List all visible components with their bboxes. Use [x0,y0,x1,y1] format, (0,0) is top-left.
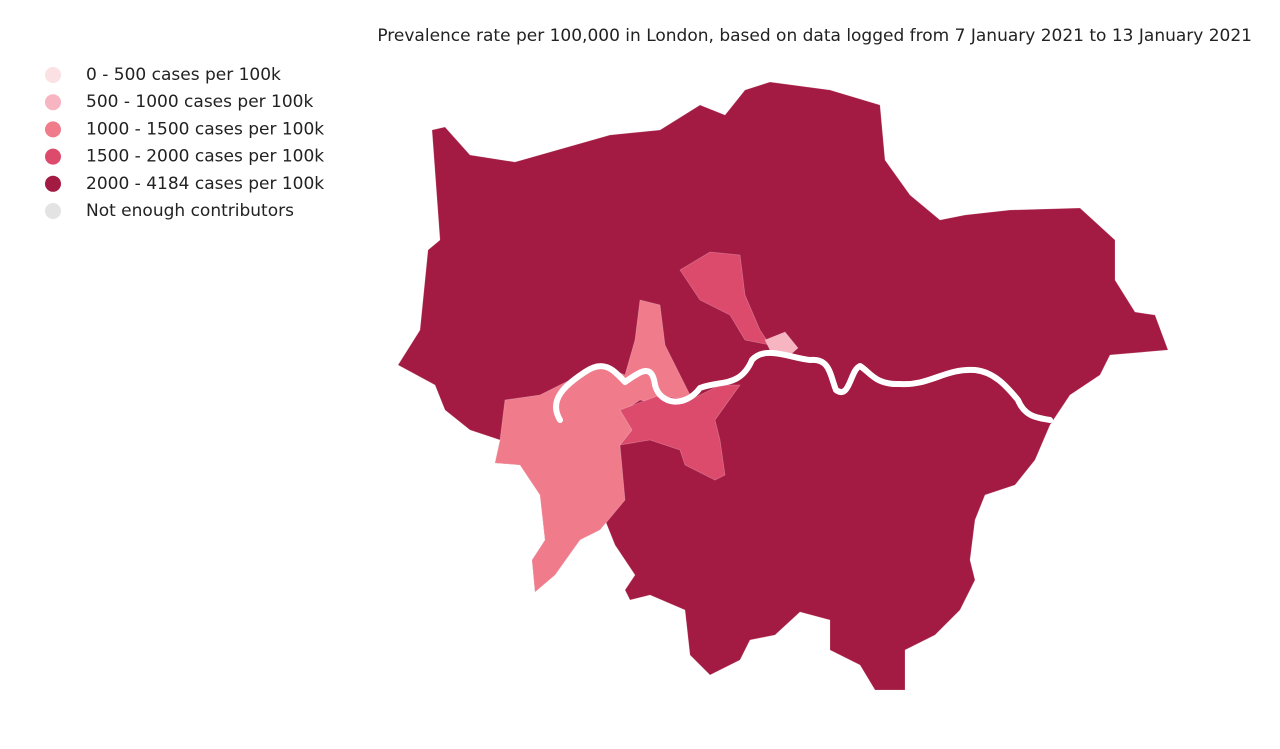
legend-swatch [45,94,61,111]
map-title: Prevalence rate per 100,000 in London, b… [377,26,1252,46]
legend: 0 - 500 cases per 100k 500 - 1000 cases p… [45,65,324,221]
legend-swatch [45,203,61,219]
legend-label: Not enough contributors [86,201,294,221]
legend-label: 1000 - 1500 cases per 100k [86,119,324,139]
borough-area [619,384,741,481]
borough-area [397,81,1169,691]
river-thames [553,349,1053,423]
legend-swatch [45,121,61,138]
borough-area [764,331,799,356]
legend-label: 1500 - 2000 cases per 100k [86,147,324,167]
london-map [397,81,1169,691]
legend-swatch [45,67,61,83]
legend-swatch [45,175,61,192]
legend-label: 0 - 500 cases per 100k [86,65,281,85]
legend-label: 500 - 1000 cases per 100k [86,92,313,112]
borough-area [679,251,771,346]
legend-swatch [45,148,61,165]
legend-label: 2000 - 4184 cases per 100k [86,174,324,194]
